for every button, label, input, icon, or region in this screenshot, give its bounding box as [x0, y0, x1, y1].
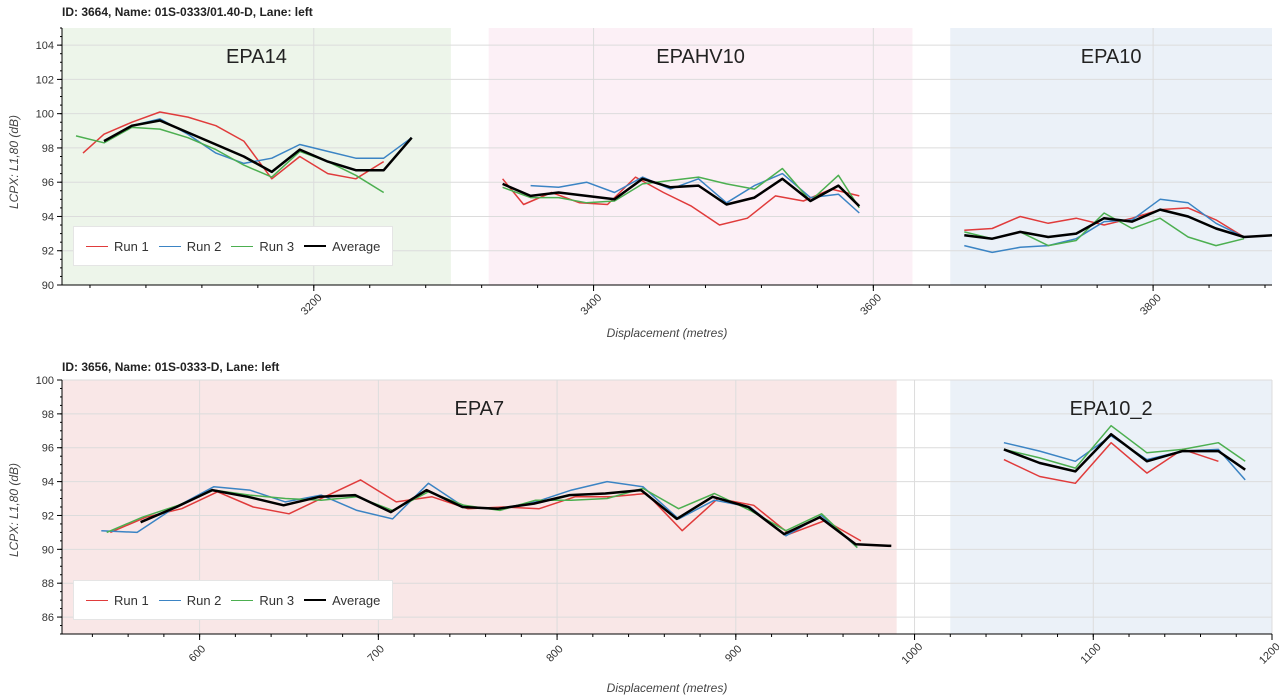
y-tick-label: 98: [42, 143, 54, 155]
series-line-average: [502, 177, 861, 208]
legend-swatch: [86, 245, 108, 247]
legend-label: Run 1: [114, 592, 149, 608]
legend-swatch: [231, 245, 254, 247]
series-line-run-3: [1003, 424, 1246, 469]
region-label: EPA7: [454, 398, 504, 420]
legend-swatch: [304, 245, 327, 247]
legend-label: Average: [332, 238, 381, 254]
y-tick-label: 102: [36, 74, 54, 86]
legend-label: Run 3: [259, 592, 295, 608]
chart-panel-top: ID: 3664, Name: 01S-0333/01.40-D, Lane: …: [0, 0, 1279, 348]
chart-plot: EPA14 EPAHV10 EPA10 90 92 94 96 98 100 102 104 3200…: [36, 27, 1273, 318]
x-tick-label: 3600: [858, 292, 884, 318]
x-tick-label: 900: [723, 643, 744, 664]
x-tick-label: 3200: [299, 292, 325, 318]
y-tick-label: 96: [42, 443, 54, 455]
y-tick-label: 100: [36, 375, 54, 387]
x-tick-label: 1000: [900, 641, 926, 667]
legend-label: Run 3: [259, 238, 295, 254]
y-tick-label: 92: [42, 246, 54, 258]
legend-item: Run 2: [158, 592, 222, 608]
y-tick-label: 94: [42, 477, 54, 489]
series-line-run-1: [82, 111, 385, 180]
y-axis-label: LCPX: L1,80 (dB): [7, 114, 21, 210]
series-line-run-1: [964, 207, 1245, 238]
region-label: EPA14: [226, 46, 287, 68]
series-line-run-3: [502, 167, 860, 209]
x-tick-label: 700: [365, 643, 386, 664]
series-line-run-2: [103, 118, 413, 165]
legend-swatch: [304, 599, 327, 601]
legend: Run 1 Run 2 Run 3 Average: [73, 580, 394, 620]
chart-plot: EPA7 EPA10_2 86 88 90 92 94 96 98 100 600 700 800 900…: [36, 375, 1279, 667]
legend-label: Run 2: [186, 238, 222, 254]
legend-swatch: [86, 599, 108, 601]
x-tick-label: 600: [187, 643, 208, 664]
x-tick-label: 3800: [1138, 292, 1164, 318]
series-line-average: [103, 119, 413, 174]
region-label: EPA10: [1081, 46, 1142, 68]
chart-panel-bottom: ID: 3656, Name: 01S-0333-D, Lane: left E…: [0, 355, 1279, 697]
y-tick-label: 100: [36, 109, 54, 121]
y-tick-label: 94: [42, 211, 54, 223]
legend-swatch: [158, 245, 181, 247]
chart-title: ID: 3664, Name: 01S-0333/01.40-D, Lane: …: [62, 5, 313, 19]
y-tick-label: 104: [36, 40, 54, 52]
legend-item: Average: [304, 593, 380, 608]
x-axis-label: Displacement (metres): [606, 326, 728, 340]
x-tick-label: 3400: [579, 292, 605, 318]
legend-item: Average: [304, 239, 380, 254]
legend-label: Run 1: [114, 238, 149, 254]
legend-swatch: [231, 599, 254, 601]
series-line-run-1: [502, 176, 860, 226]
y-tick-label: 88: [42, 578, 54, 590]
x-tick-label: 1100: [1079, 641, 1104, 666]
legend: Run 1 Run 2 Run 3 Average: [73, 226, 394, 266]
legend-item: Run 3: [231, 239, 294, 254]
y-axis-label: LCPX: L1,80 (dB): [7, 462, 21, 558]
region-label: EPA10_2: [1070, 398, 1153, 420]
series-line-average: [964, 208, 1273, 240]
region-epa10: [950, 28, 1272, 285]
y-tick-label: 86: [42, 612, 54, 624]
series-line-run-2: [530, 172, 860, 214]
legend-item: Run 3: [231, 593, 294, 608]
y-tick-label: 92: [42, 510, 54, 522]
legend-item: Run 1: [86, 239, 149, 254]
x-tick-label: 800: [544, 643, 565, 664]
legend-label: Run 2: [186, 592, 222, 608]
y-tick-label: 90: [42, 544, 54, 556]
legend-item: Run 2: [158, 238, 222, 254]
y-tick-label: 96: [42, 177, 54, 189]
y-tick-label: 90: [42, 280, 54, 292]
x-axis-label: Displacement (metres): [606, 681, 728, 695]
chart-title: ID: 3656, Name: 01S-0333-D, Lane: left: [62, 360, 280, 374]
y-tick-label: 98: [42, 409, 54, 421]
series-line-run-2: [964, 198, 1245, 254]
series-line-average: [140, 488, 892, 548]
legend-swatch: [158, 599, 181, 601]
region-label: EPAHV10: [656, 46, 745, 68]
x-tick-label: 1200: [1257, 641, 1279, 667]
region-epahv10: [488, 28, 913, 285]
region-epa10-2: [950, 380, 1272, 634]
legend-item: Run 1: [86, 593, 149, 608]
series-line-average: [1003, 432, 1246, 473]
legend-label: Average: [332, 592, 381, 608]
